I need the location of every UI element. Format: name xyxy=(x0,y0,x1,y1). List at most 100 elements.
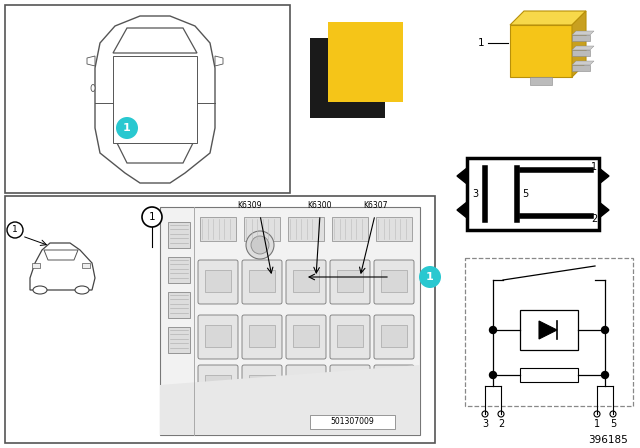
Text: 2: 2 xyxy=(498,419,504,429)
Bar xyxy=(310,415,395,429)
Text: 3: 3 xyxy=(482,419,488,429)
Circle shape xyxy=(602,327,609,333)
Text: K6307: K6307 xyxy=(363,201,387,210)
Circle shape xyxy=(7,222,23,238)
Polygon shape xyxy=(44,250,78,260)
Bar xyxy=(288,217,324,241)
Bar xyxy=(381,375,407,397)
FancyBboxPatch shape xyxy=(198,365,238,409)
Circle shape xyxy=(610,411,616,417)
Bar xyxy=(381,325,407,347)
FancyBboxPatch shape xyxy=(330,365,370,409)
Text: 1: 1 xyxy=(148,212,156,222)
Bar xyxy=(572,50,590,56)
Bar xyxy=(249,270,275,292)
Polygon shape xyxy=(117,143,193,163)
Bar xyxy=(510,25,572,77)
Text: 501307009: 501307009 xyxy=(330,418,374,426)
Circle shape xyxy=(490,327,497,333)
Text: 1: 1 xyxy=(123,123,131,133)
FancyBboxPatch shape xyxy=(242,315,282,359)
Text: 5: 5 xyxy=(522,189,528,199)
Text: K6309: K6309 xyxy=(237,201,262,210)
Bar xyxy=(5,5,290,193)
Text: 3: 3 xyxy=(472,189,478,199)
Bar xyxy=(168,257,190,283)
Bar xyxy=(168,327,190,353)
Bar xyxy=(293,375,319,397)
Bar xyxy=(249,375,275,397)
Bar xyxy=(205,325,231,347)
Text: 1: 1 xyxy=(12,225,18,234)
Bar xyxy=(32,263,40,268)
Bar xyxy=(244,217,280,241)
PathPatch shape xyxy=(95,16,215,183)
Polygon shape xyxy=(539,321,557,339)
Bar xyxy=(376,217,412,241)
Bar xyxy=(572,65,590,71)
Text: 1: 1 xyxy=(594,419,600,429)
FancyBboxPatch shape xyxy=(286,260,326,304)
Polygon shape xyxy=(572,61,594,65)
FancyBboxPatch shape xyxy=(198,315,238,359)
Bar xyxy=(520,310,578,350)
Bar xyxy=(328,22,403,102)
Bar xyxy=(332,217,368,241)
Bar xyxy=(160,207,420,435)
Bar xyxy=(337,270,363,292)
Polygon shape xyxy=(572,11,586,77)
FancyBboxPatch shape xyxy=(286,315,326,359)
Bar xyxy=(168,292,190,318)
Bar xyxy=(249,325,275,347)
Polygon shape xyxy=(599,202,609,218)
Ellipse shape xyxy=(246,231,274,259)
Bar xyxy=(200,217,236,241)
Bar xyxy=(310,38,385,118)
Circle shape xyxy=(482,411,488,417)
Circle shape xyxy=(419,266,441,288)
Text: 1: 1 xyxy=(591,162,597,172)
Polygon shape xyxy=(457,168,467,184)
Bar xyxy=(205,270,231,292)
Polygon shape xyxy=(160,365,420,435)
Polygon shape xyxy=(87,56,95,66)
Bar xyxy=(381,270,407,292)
Bar xyxy=(293,325,319,347)
Circle shape xyxy=(594,411,600,417)
Text: 1: 1 xyxy=(426,272,434,282)
Ellipse shape xyxy=(33,286,47,294)
Polygon shape xyxy=(113,28,197,53)
Bar xyxy=(337,375,363,397)
Bar xyxy=(467,158,599,230)
FancyBboxPatch shape xyxy=(374,365,414,409)
Polygon shape xyxy=(215,56,223,66)
Ellipse shape xyxy=(251,236,269,254)
Text: 2: 2 xyxy=(591,214,597,224)
Bar xyxy=(82,263,90,268)
Bar xyxy=(530,77,552,85)
Bar xyxy=(465,258,633,406)
Text: 5: 5 xyxy=(610,419,616,429)
Text: 1: 1 xyxy=(477,38,484,48)
Ellipse shape xyxy=(75,286,89,294)
Circle shape xyxy=(602,371,609,379)
FancyBboxPatch shape xyxy=(330,260,370,304)
Bar xyxy=(572,35,590,41)
FancyBboxPatch shape xyxy=(374,315,414,359)
Text: 396185: 396185 xyxy=(588,435,628,445)
Bar xyxy=(205,375,231,397)
Polygon shape xyxy=(599,168,609,184)
Bar xyxy=(168,222,190,248)
Circle shape xyxy=(498,411,504,417)
Polygon shape xyxy=(30,243,95,290)
FancyBboxPatch shape xyxy=(242,260,282,304)
FancyBboxPatch shape xyxy=(330,315,370,359)
Circle shape xyxy=(142,207,162,227)
FancyBboxPatch shape xyxy=(374,260,414,304)
Polygon shape xyxy=(457,202,467,218)
Bar xyxy=(337,325,363,347)
Text: K6300: K6300 xyxy=(308,201,332,210)
Bar xyxy=(113,56,197,143)
FancyBboxPatch shape xyxy=(286,365,326,409)
Ellipse shape xyxy=(91,85,95,91)
